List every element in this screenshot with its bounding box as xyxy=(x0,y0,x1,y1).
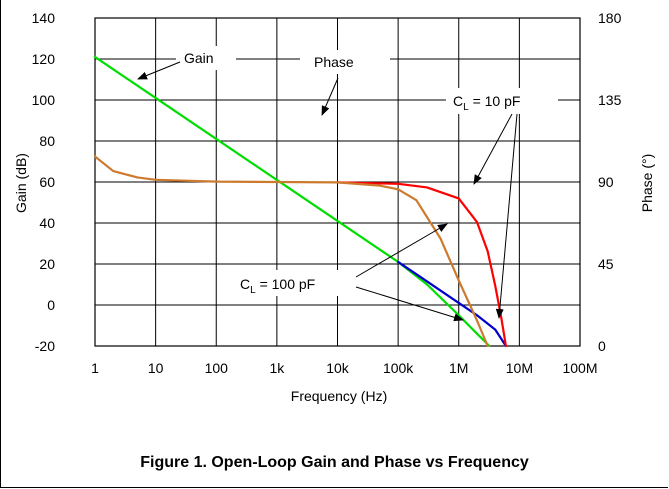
y2-axis-label: Phase (°) xyxy=(639,154,655,213)
series-line-4 xyxy=(93,155,489,348)
cl-10pf-c: C xyxy=(453,93,463,109)
phase-annotation: Phase xyxy=(314,54,354,70)
cl-10pf-value: = 10 pF xyxy=(469,93,521,109)
y-tick-label: 120 xyxy=(32,51,56,67)
y-tick-label: 80 xyxy=(39,133,55,149)
phase-arrow xyxy=(321,77,339,116)
y2-tick-label: 45 xyxy=(598,256,614,272)
cl-10pf-annotation: CL = 10 pF xyxy=(453,93,520,113)
y-tick-label: 40 xyxy=(39,215,55,231)
cl10-arrow-red xyxy=(473,113,513,185)
series-line-1 xyxy=(93,55,491,348)
axis-label-layer: Frequency (Hz) Gain (dB) Phase (°) xyxy=(13,153,655,404)
x-tick-label: 10M xyxy=(506,360,533,376)
cl-100pf-value: = 100 pF xyxy=(256,276,316,292)
series-line-3 xyxy=(336,181,508,348)
y-tick-label: 0 xyxy=(47,297,55,313)
cl-10pf-sub: L xyxy=(463,102,469,113)
cl-100pf-annotation: CL = 100 pF xyxy=(240,276,315,296)
y-tick-label: 140 xyxy=(32,10,56,26)
cl-100pf-sub: L xyxy=(250,285,256,296)
y2-tick-label: 90 xyxy=(598,174,614,190)
x-tick-label: 1 xyxy=(91,360,99,376)
y2-tick-label: 135 xyxy=(598,92,622,108)
series-layer xyxy=(93,55,508,348)
x-tick-label: 1k xyxy=(269,360,285,376)
series-line-2 xyxy=(397,260,508,348)
cl-100pf-c: C xyxy=(240,276,250,292)
gain-label-bg xyxy=(176,46,236,70)
y-axis-label: Gain (dB) xyxy=(13,153,29,213)
gain-annotation: Gain xyxy=(184,50,214,66)
cl100-arrow-orange xyxy=(355,223,448,278)
y-tick-label: 20 xyxy=(39,256,55,272)
y2-tick-label: 0 xyxy=(598,338,606,354)
x-tick-label: 1M xyxy=(449,360,468,376)
y-tick-label: 60 xyxy=(39,174,55,190)
x-axis-label: Frequency (Hz) xyxy=(291,388,387,404)
y2-tick-label: 180 xyxy=(598,10,622,26)
cl100-arrow-green xyxy=(355,286,464,322)
y-tick-label: 100 xyxy=(32,92,56,108)
phase-label-bg xyxy=(300,50,390,74)
figure-caption: Figure 1. Open-Loop Gain and Phase vs Fr… xyxy=(140,454,529,471)
cl10-arrow-blue xyxy=(495,113,518,319)
x-tick-label: 10k xyxy=(326,360,350,376)
y-tick-label: -20 xyxy=(35,338,55,354)
cl100-label-bg xyxy=(232,270,356,296)
annotation-layer: Gain Phase CL = 10 pF CL = 100 pF xyxy=(137,46,558,322)
cl10-label-bg xyxy=(446,88,558,114)
x-tick-label: 100M xyxy=(562,360,597,376)
x-tick-label: 100k xyxy=(383,360,414,376)
gain-arrow xyxy=(137,61,181,80)
x-tick-label: 100 xyxy=(205,360,229,376)
x-tick-label: 10 xyxy=(148,360,164,376)
